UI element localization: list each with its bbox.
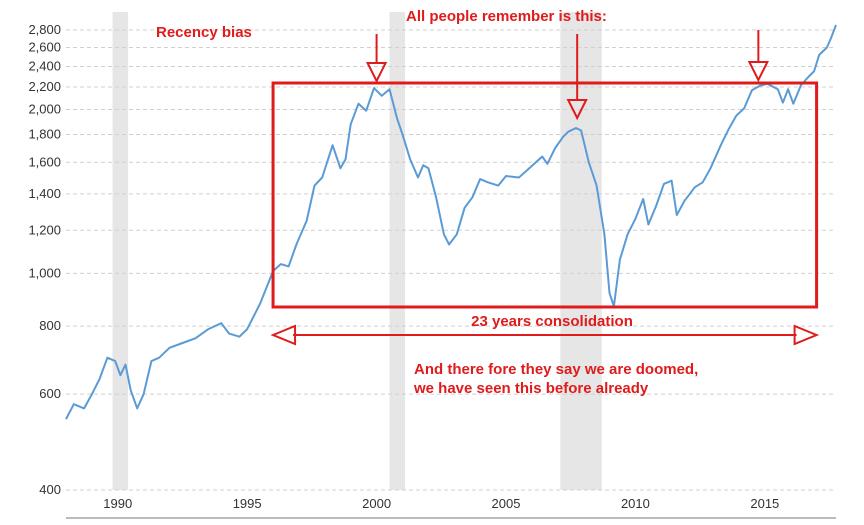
- series-line-0: [65, 24, 837, 420]
- y-tick-label: 1,000: [28, 265, 61, 280]
- peak-arrow-head-0: [365, 62, 388, 84]
- y-tick-label: 1,600: [28, 154, 61, 169]
- annotation-doomed-line2: we have seen this before already: [413, 380, 649, 397]
- consolidation-arrow-right-head: [793, 324, 820, 346]
- recession-band-0: [112, 12, 129, 490]
- y-tick-label: 400: [39, 482, 61, 497]
- recession-bands: [112, 12, 602, 490]
- x-tick-label: 2010: [621, 496, 650, 511]
- y-tick-label: 2,800: [28, 22, 61, 37]
- y-tick-label: 2,600: [28, 40, 61, 55]
- consolidation-box: [271, 81, 819, 309]
- x-tick-label: 1990: [103, 496, 132, 511]
- annotation-consolidation: 23 years consolidation: [471, 313, 633, 330]
- y-axis: 400 600 800 1,000 1,200 1,400 1,600 1,800 2,000 2…: [28, 22, 61, 497]
- y-tick-label: 1,800: [28, 126, 61, 141]
- y-tick-label: 600: [39, 386, 61, 401]
- y-tick-label: 2,200: [28, 79, 61, 94]
- consolidation-arrow-left-head: [270, 324, 297, 346]
- annotation-recency-bias: Recency bias: [156, 24, 252, 41]
- x-tick-label: 2000: [362, 496, 391, 511]
- y-tick-label: 1,200: [28, 222, 61, 237]
- peak-arrow-head-1: [566, 99, 588, 121]
- peak-arrow-head-2: [747, 61, 769, 83]
- x-tick-label: 1995: [233, 496, 262, 511]
- annotation-doomed-line1: And there fore they say we are doomed,: [414, 361, 698, 378]
- x-tick-label: 2015: [750, 496, 779, 511]
- x-axis: 1990 1995 2000 2005 2010 2015: [66, 496, 836, 519]
- y-tick-label: 2,000: [28, 102, 61, 117]
- annotations: Recency bias All people remember is this…: [156, 8, 820, 397]
- y-tick-label: 1,400: [28, 186, 61, 201]
- recession-band-2: [560, 12, 602, 490]
- x-tick-label: 2005: [492, 496, 521, 511]
- series-layer: [65, 24, 837, 420]
- annotation-remember: All people remember is this:: [406, 8, 607, 25]
- y-tick-label: 800: [39, 318, 61, 333]
- grid-lines: [66, 29, 836, 491]
- y-tick-label: 2,400: [28, 58, 61, 73]
